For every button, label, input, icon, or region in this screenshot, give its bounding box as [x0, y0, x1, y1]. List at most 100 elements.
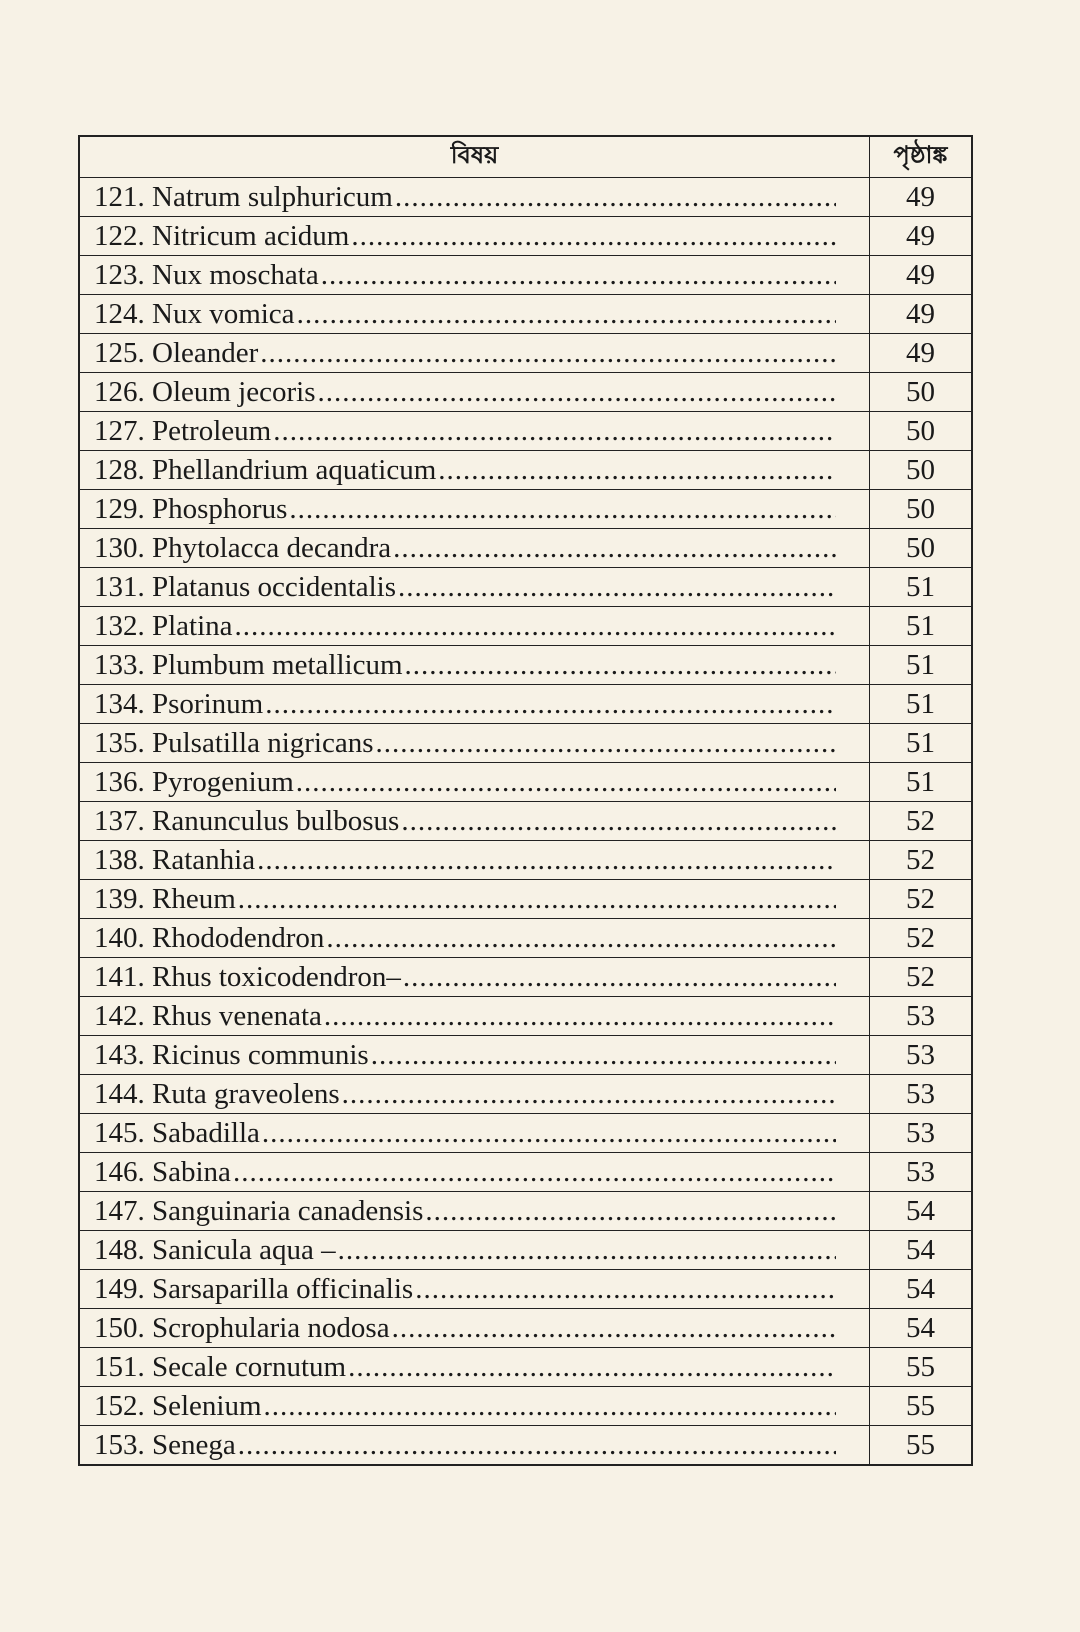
dot-leader [403, 961, 836, 994]
entry-label: 140. Rhododendron [94, 921, 325, 954]
subject-cell: 126. Oleum jecoris [78, 372, 870, 412]
subject-cell: 146. Sabina [78, 1152, 870, 1192]
table-row: 133. Plumbum metallicum 51 [78, 645, 973, 685]
table-row: 122. Nitricum acidum 49 [78, 216, 973, 256]
dot-leader [296, 766, 836, 799]
entry-label: 144. Ruta graveolens [94, 1077, 340, 1110]
table-row: 121. Natrum sulphuricum 49 [78, 177, 973, 217]
subject-cell: 135. Pulsatilla nigricans [78, 723, 870, 763]
entry-label: 153. Senega [94, 1428, 236, 1461]
page-number: 54 [869, 1269, 973, 1309]
entry-label: 147. Sanguinaria canadensis [94, 1194, 424, 1227]
header-row: বিষয় পৃষ্ঠাঙ্ক [78, 135, 973, 178]
table-row: 150. Scrophularia nodosa 54 [78, 1308, 973, 1348]
page-header: পৃষ্ঠাঙ্ক [869, 135, 973, 178]
table-row: 145. Sabadilla 53 [78, 1113, 973, 1153]
dot-leader [262, 1117, 836, 1150]
table-row: 140. Rhododendron 52 [78, 918, 973, 958]
table-row: 153. Senega 55 [78, 1425, 973, 1466]
dot-leader [351, 220, 836, 253]
dot-leader [260, 337, 836, 370]
dot-leader [338, 1234, 836, 1267]
subject-cell: 149. Sarsaparilla officinalis [78, 1269, 870, 1309]
entry-label: 130. Phytolacca decandra [94, 531, 392, 564]
page-number: 50 [869, 372, 973, 412]
entry-label: 132. Platina [94, 609, 233, 642]
table-row: 146. Sabina 53 [78, 1152, 973, 1192]
subject-cell: 141. Rhus toxicodendron– [78, 957, 870, 997]
table-row: 139. Rheum 52 [78, 879, 973, 919]
entry-label: 135. Pulsatilla nigricans [94, 726, 374, 759]
subject-cell: 142. Rhus venenata [78, 996, 870, 1036]
page-number: 54 [869, 1308, 973, 1348]
entry-label: 152. Selenium [94, 1389, 262, 1422]
page-number: 51 [869, 723, 973, 763]
table-row: 141. Rhus toxicodendron– 52 [78, 957, 973, 997]
table-row: 151. Secale cornutum 55 [78, 1347, 973, 1387]
entry-label: 126. Oleum jecoris [94, 375, 316, 408]
dot-leader [405, 649, 836, 682]
table-row: 132. Platina 51 [78, 606, 973, 646]
subject-header: বিষয় [78, 135, 870, 178]
dot-leader [376, 727, 837, 760]
table-row: 148. Sanicula aqua – 54 [78, 1230, 973, 1270]
dot-leader [233, 1156, 836, 1189]
entry-label: 138. Ratanhia [94, 843, 256, 876]
page-number: 52 [869, 957, 973, 997]
entry-label: 143. Ricinus communis [94, 1038, 369, 1071]
page-number: 54 [869, 1230, 973, 1270]
subject-cell: 129. Phosphorus [78, 489, 870, 529]
index-table: বিষয় পৃষ্ঠাঙ্ক 121. Natrum sulphuricum 4… [78, 135, 973, 1466]
entry-label: 131. Platanus occidentalis [94, 570, 397, 603]
subject-cell: 127. Petroleum [78, 411, 870, 451]
dot-leader [348, 1351, 836, 1384]
subject-cell: 125. Oleander [78, 333, 870, 373]
table-row: 123. Nux moschata 49 [78, 255, 973, 295]
entry-label: 136. Pyrogenium [94, 765, 294, 798]
page-number: 55 [869, 1425, 973, 1466]
entry-label: 148. Sanicula aqua – [94, 1233, 336, 1266]
table-row: 129. Phosphorus 50 [78, 489, 973, 529]
table-row: 131. Platanus occidentalis 51 [78, 567, 973, 607]
dot-leader [438, 454, 836, 487]
subject-cell: 140. Rhododendron [78, 918, 870, 958]
subject-cell: 144. Ruta graveolens [78, 1074, 870, 1114]
entry-label: 128. Phellandrium aquaticum [94, 453, 437, 486]
page-number: 50 [869, 489, 973, 529]
page-number: 49 [869, 294, 973, 334]
subject-cell: 132. Platina [78, 606, 870, 646]
page-number: 53 [869, 1074, 973, 1114]
dot-leader [425, 1195, 836, 1228]
entry-label: 123. Nux moschata [94, 258, 319, 291]
page-number: 52 [869, 801, 973, 841]
dot-leader [238, 1429, 836, 1462]
entry-label: 149. Sarsaparilla officinalis [94, 1272, 414, 1305]
entry-label: 151. Secale cornutum [94, 1350, 347, 1383]
entry-label: 134. Psorinum [94, 687, 264, 720]
dot-leader [371, 1039, 836, 1072]
page-number: 51 [869, 606, 973, 646]
dot-leader [235, 610, 836, 643]
table-row: 128. Phellandrium aquaticum 50 [78, 450, 973, 490]
page-number: 50 [869, 450, 973, 490]
dot-leader [415, 1273, 836, 1306]
dot-leader [395, 181, 836, 214]
dot-leader [317, 376, 836, 409]
dot-leader [257, 844, 836, 877]
table-row: 136. Pyrogenium 51 [78, 762, 973, 802]
page-number: 49 [869, 177, 973, 217]
dot-leader [324, 1000, 836, 1033]
dot-leader [265, 688, 836, 721]
page-number: 54 [869, 1191, 973, 1231]
page-number: 49 [869, 216, 973, 256]
dot-leader [289, 493, 836, 526]
subject-cell: 152. Selenium [78, 1386, 870, 1426]
subject-cell: 124. Nux vomica [78, 294, 870, 334]
subject-cell: 123. Nux moschata [78, 255, 870, 295]
page-number: 50 [869, 411, 973, 451]
page-number: 51 [869, 567, 973, 607]
page-number: 51 [869, 762, 973, 802]
entry-label: 127. Petroleum [94, 414, 272, 447]
page-number: 49 [869, 255, 973, 295]
entry-label: 141. Rhus toxicodendron– [94, 960, 401, 993]
